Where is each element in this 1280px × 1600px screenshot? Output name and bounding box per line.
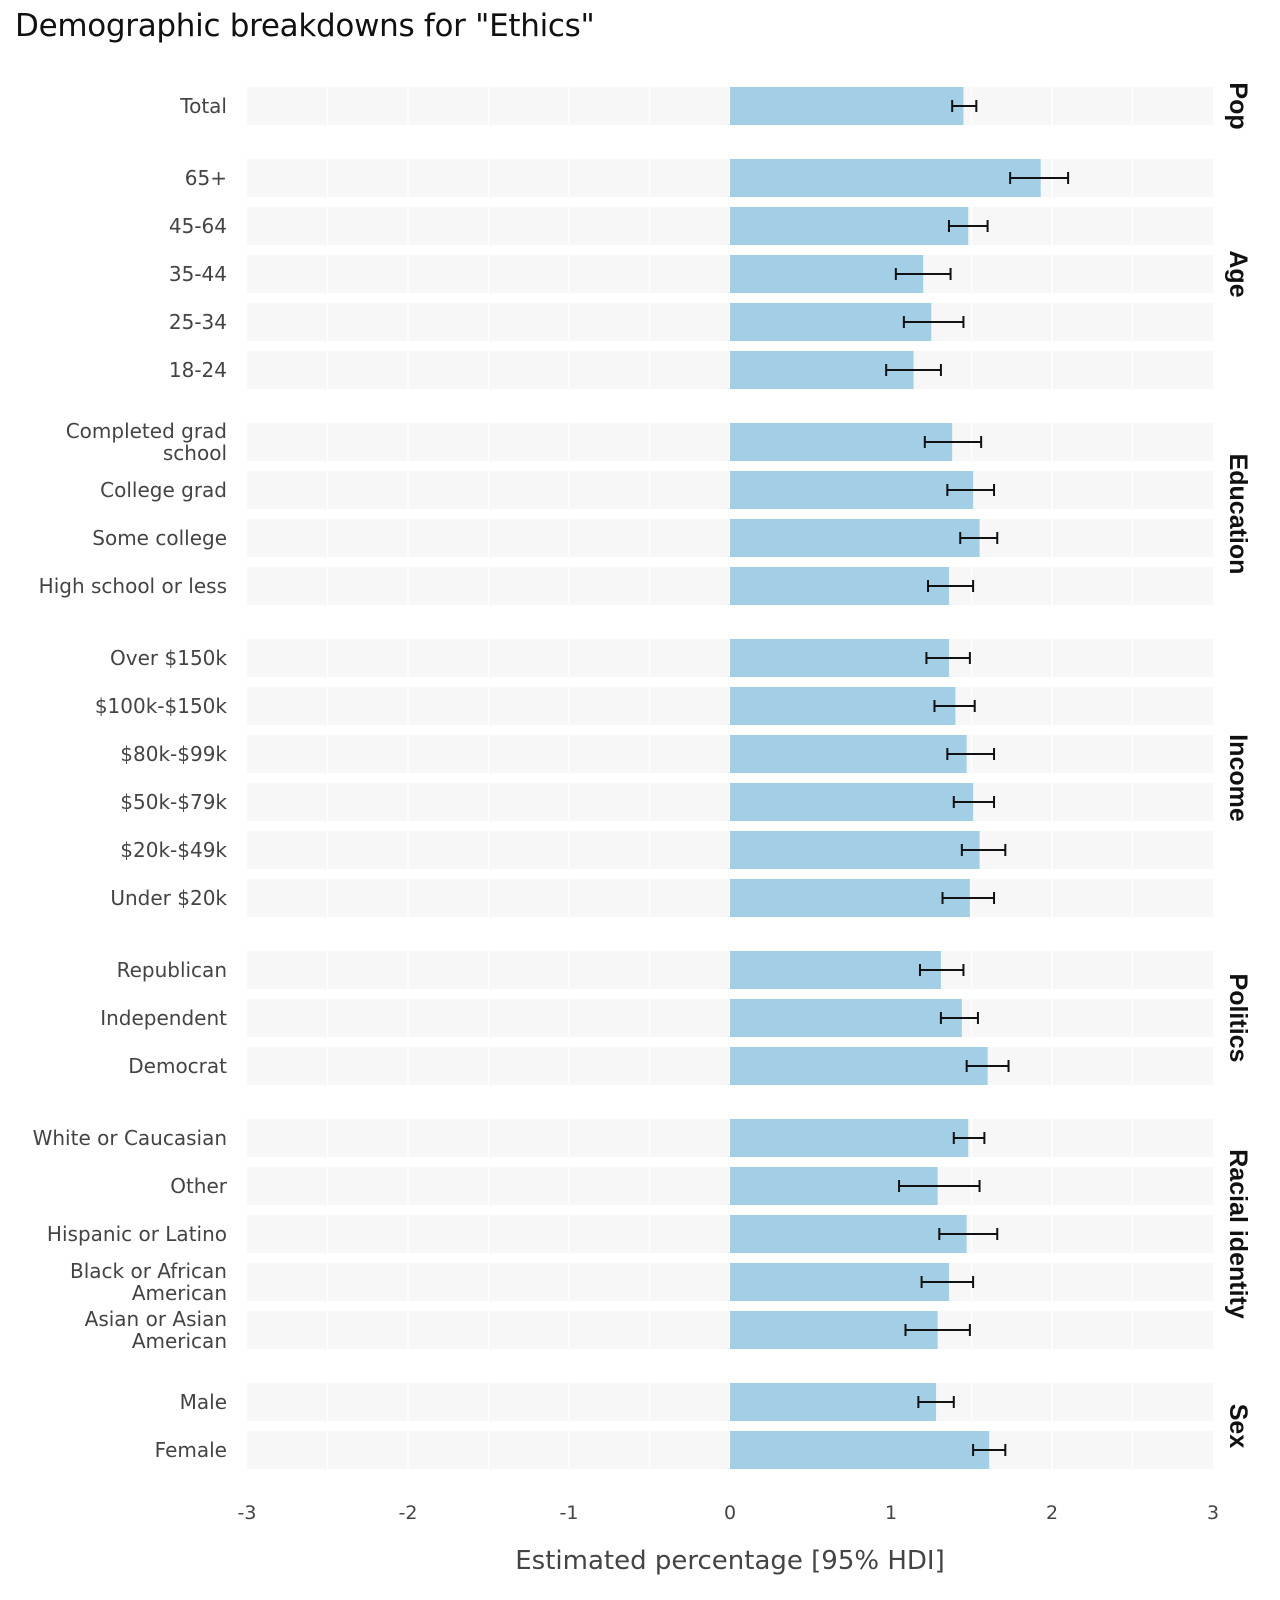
bar-black-or-african-american	[730, 1263, 949, 1301]
bar-high-school-or-less	[730, 567, 949, 605]
bar-completed-grad-school	[730, 423, 953, 461]
category-label: 25-34	[169, 310, 227, 334]
category-label-line: American	[132, 1329, 227, 1353]
category-label: 45-64	[169, 214, 227, 238]
facet-strip-label: Income	[1224, 734, 1252, 822]
category-label: Male	[180, 1390, 227, 1414]
category-label: Democrat	[128, 1054, 227, 1078]
facet-strip-label: Pop	[1224, 82, 1252, 129]
x-axis-title: Estimated percentage [95% HDI]	[515, 1546, 944, 1576]
category-label: Black or African American	[70, 1259, 227, 1305]
bar-college-grad	[730, 471, 974, 509]
x-tick-label: 2	[1046, 1502, 1058, 1524]
bar-independent	[730, 999, 962, 1037]
category-label-line: American	[132, 1281, 227, 1305]
bar-35-44	[730, 255, 924, 293]
category-label: Asian or Asian American	[85, 1307, 227, 1353]
bar-asian-or-asian-american	[730, 1311, 938, 1349]
bar-some-college	[730, 519, 980, 557]
bar-democrat	[730, 1047, 988, 1085]
x-tick-label: -2	[399, 1502, 418, 1524]
bar-25-34	[730, 303, 932, 341]
bar-total	[730, 87, 964, 125]
bar--20k-49k	[730, 831, 980, 869]
category-label-line: Completed grad	[66, 419, 227, 443]
bar-18-24	[730, 351, 914, 389]
bar--100k-150k	[730, 687, 956, 725]
x-tick-label: 1	[885, 1502, 897, 1524]
x-tick-label: -1	[560, 1502, 579, 1524]
category-label: Total	[179, 94, 227, 118]
chart-title: Demographic breakdowns for "Ethics"	[15, 8, 595, 44]
bar-female	[730, 1431, 990, 1469]
x-tick-label: 3	[1207, 1502, 1219, 1524]
bar-over-150k	[730, 639, 949, 677]
bar-hispanic-or-latino	[730, 1215, 967, 1253]
category-label: Republican	[117, 958, 227, 982]
category-label: $80k-$99k	[120, 742, 227, 766]
x-tick-label: 0	[724, 1502, 736, 1524]
category-label: White or Caucasian	[33, 1126, 227, 1150]
bar-white-or-caucasian	[730, 1119, 969, 1157]
category-label-line: Asian or Asian	[85, 1307, 227, 1331]
category-label: 35-44	[169, 262, 227, 286]
facet-strip-label: Education	[1224, 454, 1252, 575]
category-label: 65+	[185, 166, 227, 190]
facet-strip-label: Sex	[1224, 1404, 1252, 1449]
category-label: $100k-$150k	[95, 694, 228, 718]
category-label-line: school	[163, 441, 227, 465]
bar-male	[730, 1383, 937, 1421]
category-label: College grad	[100, 478, 227, 502]
category-label: Completed grad school	[66, 419, 227, 465]
facet-strip-label: Politics	[1224, 974, 1252, 1063]
category-label-line: Black or African	[70, 1259, 227, 1283]
category-label: High school or less	[39, 574, 227, 598]
category-label: Female	[155, 1438, 227, 1462]
bar--80k-99k	[730, 735, 967, 773]
category-label: 18-24	[169, 358, 227, 382]
category-label: Independent	[100, 1006, 227, 1030]
facet-strip-label: Age	[1224, 250, 1252, 297]
bar-45-64	[730, 207, 969, 245]
category-label: Under $20k	[110, 886, 227, 910]
category-label: Hispanic or Latino	[47, 1222, 227, 1246]
bar-65-	[730, 159, 1041, 197]
x-tick-label: -3	[238, 1502, 257, 1524]
category-label: $50k-$79k	[120, 790, 227, 814]
category-label: Other	[170, 1174, 228, 1198]
category-label: Over $150k	[110, 646, 227, 670]
category-label: Some college	[92, 526, 227, 550]
bar--50k-79k	[730, 783, 974, 821]
bar-republican	[730, 951, 941, 989]
bar-under-20k	[730, 879, 970, 917]
facet-strip-label: Racial identity	[1224, 1149, 1252, 1319]
category-label: $20k-$49k	[120, 838, 227, 862]
